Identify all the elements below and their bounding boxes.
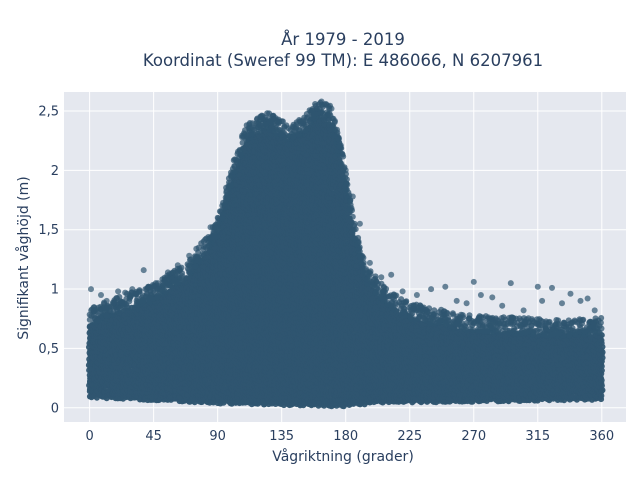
data-points	[85, 98, 606, 410]
chart-title-line-2: Koordinat (Sweref 99 TM): E 486066, N 62…	[143, 51, 543, 70]
chart-title-line-1: År 1979 - 2019	[281, 30, 405, 49]
